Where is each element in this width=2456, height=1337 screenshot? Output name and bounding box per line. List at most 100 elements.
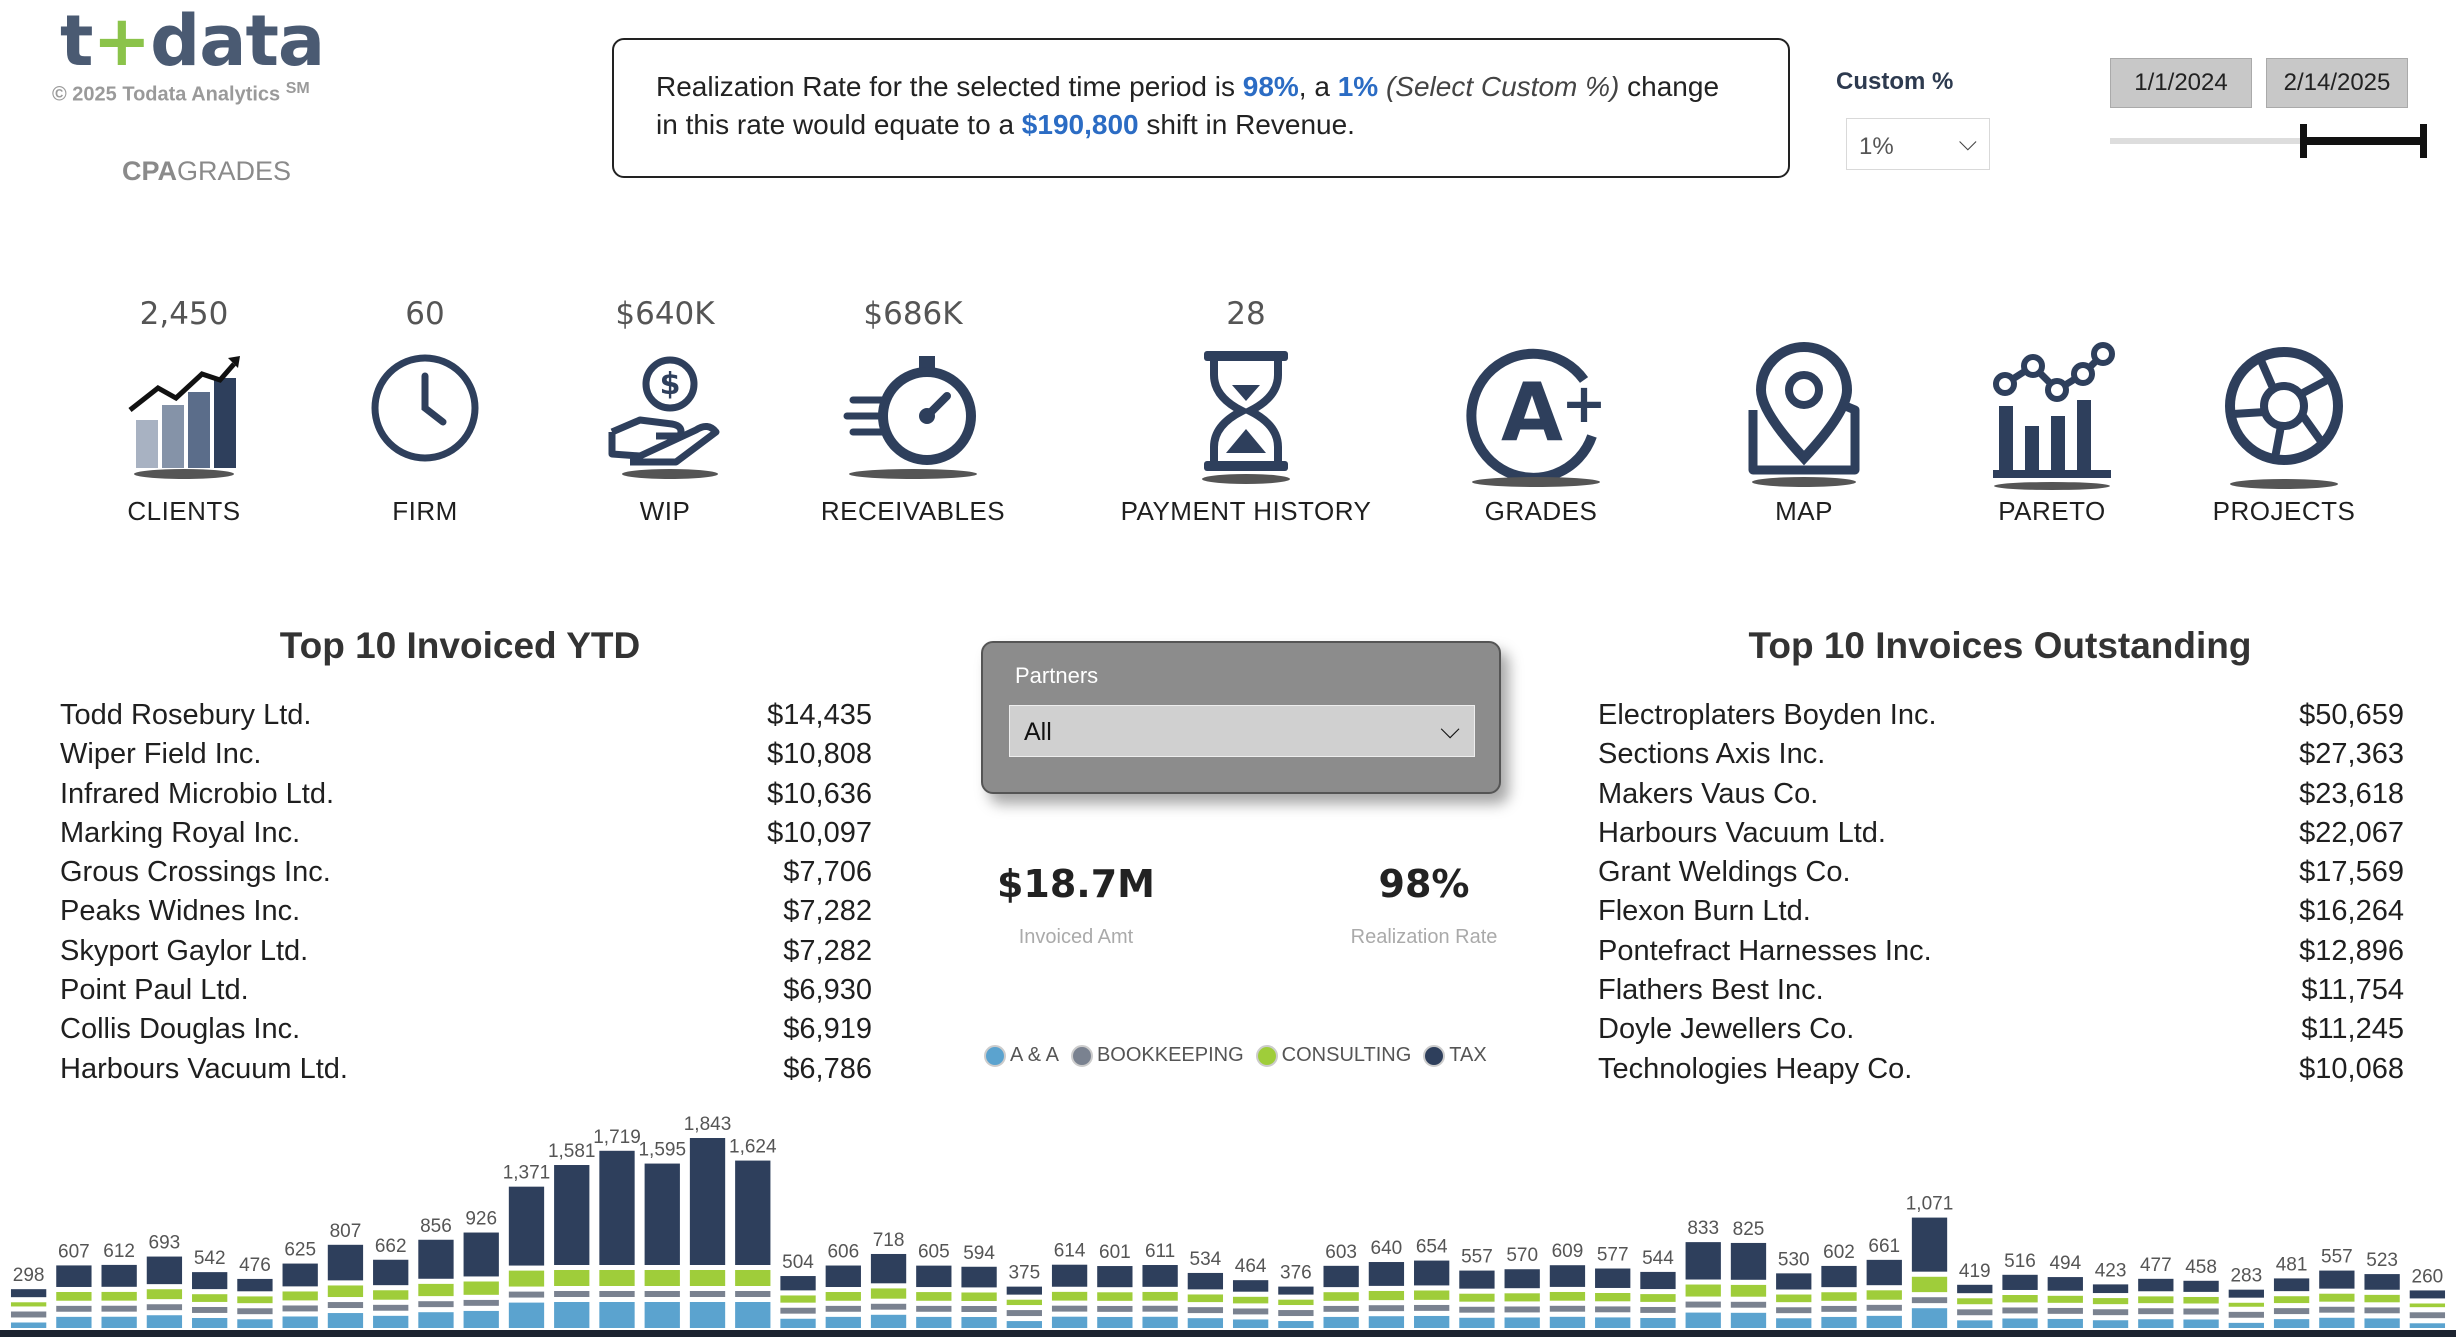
chart-bar[interactable] xyxy=(2273,1278,2310,1328)
chart-bar[interactable] xyxy=(1549,1265,1586,1328)
chart-bar[interactable] xyxy=(1595,1268,1631,1328)
list-item[interactable]: Electroplaters Boyden Inc. $50,659 xyxy=(1598,696,2404,735)
list-item[interactable]: Flathers Best Inc. $11,754 xyxy=(1598,971,2404,1010)
list-item[interactable]: Pontefract Harnesses Inc. $12,896 xyxy=(1598,932,2404,971)
list-item[interactable]: Infrared Microbio Ltd. $10,636 xyxy=(60,775,872,814)
chart-bar[interactable] xyxy=(689,1138,726,1328)
chart-bar[interactable] xyxy=(2319,1270,2355,1328)
chart-bar[interactable] xyxy=(2092,1284,2129,1328)
kpi-map[interactable]: MAP xyxy=(1684,296,1924,527)
chart-bar[interactable] xyxy=(10,1289,47,1328)
chart-bar[interactable] xyxy=(463,1232,499,1328)
chart-bar[interactable] xyxy=(1232,1280,1269,1328)
kpi-projects[interactable]: PROJECTS xyxy=(2164,296,2404,527)
legend-item[interactable]: A & A xyxy=(984,1044,1059,1067)
chart-bar[interactable] xyxy=(1866,1259,1902,1328)
list-item[interactable]: Flexon Burn Ltd. $16,264 xyxy=(1598,892,2404,931)
chart-bar[interactable] xyxy=(554,1165,590,1328)
chart-bar[interactable] xyxy=(599,1150,635,1328)
chart-bar[interactable] xyxy=(644,1163,680,1328)
kpi-payment-history[interactable]: 28 PAYMENT HISTORY xyxy=(1086,296,1406,527)
chart-bar[interactable] xyxy=(1006,1286,1042,1328)
chart-bar[interactable] xyxy=(1368,1262,1405,1328)
bar-gap xyxy=(1549,1300,1586,1306)
custom-percent-dropdown[interactable]: 1% ⌵ xyxy=(1846,118,1990,170)
chart-bar[interactable] xyxy=(1821,1265,1857,1328)
chart-bar[interactable] xyxy=(2002,1274,2038,1328)
chart-bar[interactable] xyxy=(2409,1290,2446,1328)
chart-bar[interactable] xyxy=(1097,1266,1133,1328)
list-item[interactable]: Point Paul Ltd. $6,930 xyxy=(60,971,872,1010)
bar-segment-consulting xyxy=(1866,1290,1902,1300)
list-item[interactable]: Wiper Field Inc. $10,808 xyxy=(60,735,872,774)
date-slider-start-handle[interactable] xyxy=(2300,124,2307,158)
chart-bar[interactable] xyxy=(1504,1269,1540,1328)
bar-data-label: 640 xyxy=(1371,1238,1403,1259)
list-item[interactable]: Grant Weldings Co. $17,569 xyxy=(1598,853,2404,892)
chart-bar[interactable] xyxy=(1323,1265,1359,1328)
chart-bar[interactable] xyxy=(373,1259,409,1328)
chart-bar[interactable] xyxy=(1911,1217,1948,1328)
kpi-firm[interactable]: 60 FIRM xyxy=(305,296,545,527)
start-date-input[interactable]: 1/1/2024 xyxy=(2110,58,2252,108)
chart-bar[interactable] xyxy=(1730,1242,1767,1328)
list-item[interactable]: Todd Rosebury Ltd. $14,435 xyxy=(60,696,872,735)
chart-bar[interactable] xyxy=(418,1239,454,1328)
kpi-clients[interactable]: 2,450 CLIENTS xyxy=(64,296,304,527)
chart-bar[interactable] xyxy=(2138,1278,2174,1328)
date-slider-end-handle[interactable] xyxy=(2420,124,2427,158)
list-item[interactable]: Technologies Heapy Co. $10,068 xyxy=(1598,1050,2404,1089)
bar-segment-bookkeeping xyxy=(508,1291,545,1298)
chart-bar[interactable] xyxy=(327,1244,364,1328)
date-slider-track[interactable] xyxy=(2110,138,2424,144)
chart-bar[interactable] xyxy=(1957,1284,1993,1328)
chart-bar[interactable] xyxy=(1776,1273,1812,1328)
chart-bar[interactable] xyxy=(508,1186,545,1328)
list-item[interactable]: Harbours Vacuum Ltd. $6,786 xyxy=(60,1050,872,1089)
chart-bar[interactable] xyxy=(1278,1286,1314,1328)
kpi-projects-value xyxy=(2164,296,2404,340)
chart-bar[interactable] xyxy=(192,1272,228,1328)
end-date-input[interactable]: 2/14/2025 xyxy=(2266,58,2408,108)
list-item[interactable]: Sections Axis Inc. $27,363 xyxy=(1598,735,2404,774)
list-item[interactable]: Collis Douglas Inc. $6,919 xyxy=(60,1010,872,1049)
legend-item[interactable]: BOOKKEEPING xyxy=(1070,1044,1244,1067)
chart-bar[interactable] xyxy=(101,1264,137,1328)
kpi-wip[interactable]: $640K $ WIP xyxy=(545,296,785,527)
chart-bar[interactable] xyxy=(282,1263,318,1328)
kpi-receivables[interactable]: $686K RECEIVABLES xyxy=(793,296,1033,527)
list-item[interactable]: Makers Vaus Co. $23,618 xyxy=(1598,775,2404,814)
chart-bar[interactable] xyxy=(146,1256,183,1328)
chart-bar[interactable] xyxy=(1187,1272,1224,1328)
chart-bar[interactable] xyxy=(2183,1280,2219,1328)
chart-bar[interactable] xyxy=(1459,1270,1495,1328)
chart-bar[interactable] xyxy=(916,1265,952,1328)
chart-bar[interactable] xyxy=(2047,1277,2083,1328)
list-item[interactable]: Peaks Widnes Inc. $7,282 xyxy=(60,892,872,931)
chart-bar[interactable] xyxy=(735,1160,771,1328)
kpi-pareto[interactable]: PARETO xyxy=(1932,296,2172,527)
chart-bar[interactable] xyxy=(1414,1260,1450,1328)
chart-bar[interactable] xyxy=(237,1278,273,1328)
chart-bar[interactable] xyxy=(825,1265,861,1328)
list-item-name: Wiper Field Inc. xyxy=(60,738,262,771)
list-item[interactable]: Skyport Gaylor Ltd. $7,282 xyxy=(60,932,872,971)
chart-bar[interactable] xyxy=(56,1265,92,1328)
list-item[interactable]: Grous Crossings Inc. $7,706 xyxy=(60,853,872,892)
chart-bar[interactable] xyxy=(1142,1265,1178,1328)
chart-bar[interactable] xyxy=(2364,1274,2400,1328)
legend-item[interactable]: TAX xyxy=(1423,1044,1487,1067)
chart-bar[interactable] xyxy=(1640,1271,1676,1328)
list-item[interactable]: Harbours Vacuum Ltd. $22,067 xyxy=(1598,814,2404,853)
chart-bar[interactable] xyxy=(1685,1242,1721,1328)
list-item[interactable]: Marking Royal Inc. $10,097 xyxy=(60,814,872,853)
legend-item[interactable]: CONSULTING xyxy=(1255,1044,1411,1067)
chart-bar[interactable] xyxy=(1051,1264,1088,1328)
chart-bar[interactable] xyxy=(780,1276,816,1328)
kpi-grades[interactable]: A + GRADES xyxy=(1421,296,1661,527)
chart-bar[interactable] xyxy=(961,1266,997,1328)
partners-dropdown[interactable]: All ⌵ xyxy=(1009,705,1475,757)
list-item[interactable]: Doyle Jewellers Co. $11,245 xyxy=(1598,1010,2404,1049)
chart-bar[interactable] xyxy=(870,1253,907,1328)
chart-bar[interactable] xyxy=(2228,1289,2264,1328)
